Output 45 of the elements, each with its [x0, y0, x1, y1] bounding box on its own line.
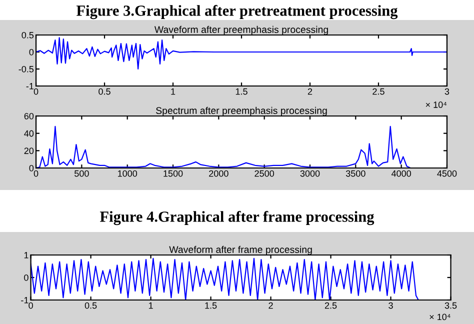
x-tick-label: 0.5 [98, 88, 110, 95]
y-tick-label: 0 [29, 164, 34, 172]
x-tick-label: 2 [268, 302, 273, 309]
y-tick-label: 0 [29, 48, 34, 56]
x-tick-label: 1.5 [236, 88, 248, 95]
y-tick-label: -1 [21, 297, 28, 304]
y-tick-label: 0.5 [22, 32, 34, 38]
y-tick-label: 0 [24, 274, 28, 281]
text: × 10⁴ [426, 102, 447, 108]
caption: Figure 4.Graphical after frame processing [100, 210, 374, 226]
x-tick-label: 2000 [209, 170, 228, 177]
y-tick-label: 20 [24, 148, 34, 154]
text: × 10⁴ [430, 314, 450, 320]
x-tick-label: 1500 [164, 170, 183, 177]
x-tick-label: 500 [74, 170, 89, 177]
x-tick-label: 3 [444, 88, 450, 95]
line-series [36, 37, 447, 70]
chart-title: Spectrum after preemphasis processing [156, 106, 327, 116]
y-tick-label: 1 [24, 252, 28, 258]
x-tick-label: 1 [171, 88, 176, 95]
chart-title: Waveform after frame processing [169, 246, 312, 255]
y-tick-label: 60 [24, 112, 34, 120]
x-tick-label: 3 [388, 302, 393, 309]
x-tick-label: 2500 [254, 170, 274, 177]
x-tick-label: 0 [34, 88, 38, 95]
x-tick-label: 0 [34, 170, 38, 177]
x-tick-label: 3.5 [444, 302, 457, 309]
x-tick-label: 0.5 [84, 302, 97, 309]
line-series [36, 126, 412, 168]
x-tick-label: 1 [148, 302, 153, 309]
chart-title: Waveform after preemphasis processing [154, 26, 328, 35]
y-tick-label: 40 [24, 130, 34, 137]
x-tick-label: 2.5 [324, 302, 337, 309]
x-tick-label: 4000 [391, 170, 412, 177]
y-tick-label: -1 [26, 83, 34, 90]
x-tick-label: 2 [308, 88, 312, 95]
line-series [30, 258, 419, 300]
x-tick-label: 1.5 [205, 302, 217, 309]
x-tick-label: 2.5 [372, 88, 384, 95]
x-tick-label: 4500 [437, 170, 457, 177]
x-tick-label: 3000 [300, 170, 320, 177]
y-tick-label: -0.5 [18, 66, 34, 72]
caption: Figure 3.Graphical after pretreatment processing [76, 4, 398, 20]
x-tick-label: 1000 [118, 170, 138, 177]
x-tick-label: 3500 [346, 170, 366, 177]
